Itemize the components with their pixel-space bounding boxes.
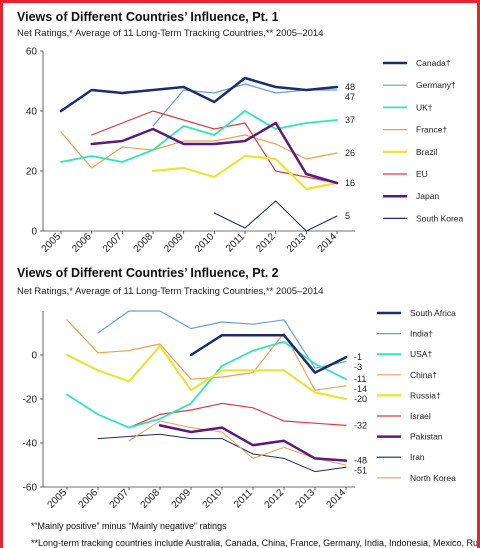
- x-tick-label: 2010: [193, 231, 217, 255]
- series-line-4: [65, 345, 348, 401]
- series-line-5: [128, 402, 347, 429]
- legend-label: Canada†: [416, 58, 451, 68]
- x-tick-label: 2013: [294, 487, 318, 511]
- x-tick-label: 2009: [170, 487, 194, 511]
- end-value-label: -14: [354, 384, 367, 394]
- end-value-label: -1: [354, 352, 362, 362]
- y-tick-label: 60: [26, 47, 38, 58]
- legend-label: Germany†: [416, 80, 456, 90]
- y-tick-label: -60: [23, 483, 38, 494]
- legend-label: South Korea: [416, 213, 464, 223]
- legend-label: India†: [410, 329, 433, 339]
- x-tick-label: 2006: [70, 231, 94, 255]
- x-tick-label: 2006: [77, 487, 101, 511]
- end-value-label: 37: [345, 115, 355, 125]
- x-tick-label: 2012: [263, 487, 287, 511]
- x-tick-label: 2008: [139, 487, 163, 511]
- legend-label: Japan: [416, 191, 439, 201]
- legend-label: South Africa: [410, 308, 456, 318]
- end-value-label: -51: [354, 466, 367, 476]
- end-value-label: 5: [345, 211, 350, 221]
- legend-label: China†: [410, 370, 437, 380]
- legend-label: Pakistan: [410, 432, 443, 442]
- legend-label: Brazil: [416, 147, 437, 157]
- x-tick-label: 2013: [285, 231, 309, 255]
- series-line-0: [189, 333, 348, 374]
- series-line-3: [66, 319, 347, 391]
- chart1-subtitle: Net Ratings,* Average of 11 Long-Term Tr…: [17, 28, 323, 39]
- legend-label: Israel: [410, 411, 431, 421]
- x-tick-label: 2007: [108, 487, 132, 511]
- chart1-plot: 0 20 40 60 2005 2006 2007 2008 2009 2010 2011 2012 2…: [26, 47, 464, 255]
- x-tick-label: 2007: [101, 231, 125, 255]
- series-line-7: [213, 200, 338, 232]
- series-line-3: [60, 131, 338, 169]
- x-tick-label: 2014: [325, 487, 349, 511]
- y-tick-label: -40: [23, 439, 38, 450]
- chart2-plot: -60 -40 -20 0 2005 2006 2007 2008 2009 2010 2011 20…: [23, 308, 457, 511]
- legend-label: UK†: [416, 102, 433, 112]
- end-value-label: 47: [345, 92, 355, 102]
- x-tick-label: 2005: [40, 231, 64, 255]
- series-line-4: [151, 154, 339, 191]
- chart2-title: Views of Different Countries’ Influence,…: [17, 266, 279, 280]
- y-tick-label: 0: [31, 227, 37, 238]
- x-tick-label: 2014: [316, 231, 340, 255]
- legend-label: Russia†: [410, 390, 441, 400]
- end-value-label: -11: [354, 374, 366, 384]
- series-line-1: [97, 310, 347, 369]
- series-line-2: [60, 110, 338, 163]
- end-value-label: -3: [354, 362, 362, 372]
- series-line-6: [90, 121, 339, 185]
- charts-canvas: Views of Different Countries’ Influence,…: [17, 10, 480, 548]
- legend-label: USA†: [410, 349, 432, 359]
- series-line-6: [158, 424, 348, 462]
- legend-label: North Korea: [410, 473, 456, 483]
- x-tick-label: 2011: [232, 487, 255, 510]
- x-tick-label: 2010: [201, 487, 225, 511]
- y-tick-label: 40: [26, 107, 38, 118]
- chart2-subtitle: Net Ratings,* Average of 11 Long-Term Tr…: [17, 286, 323, 297]
- legend-label: France†: [416, 125, 447, 135]
- legend-label: EU: [416, 169, 428, 179]
- series-line-0: [59, 76, 339, 113]
- x-tick-label: 2011: [224, 231, 247, 254]
- y-tick-label: -20: [23, 395, 38, 406]
- y-tick-label: 0: [31, 351, 37, 362]
- x-tick-label: 2012: [254, 231, 278, 255]
- legend-label: Iran: [410, 452, 425, 462]
- end-value-label: -32: [354, 420, 367, 430]
- end-value-label: 26: [345, 148, 355, 158]
- end-value-label: -20: [354, 394, 367, 404]
- footnote-2: **Long-term tracking countries include A…: [31, 538, 480, 548]
- x-tick-label: 2005: [46, 487, 70, 511]
- end-value-label: 48: [345, 82, 355, 92]
- x-tick-label: 2008: [132, 231, 156, 255]
- footnote-1: *“Mainly positive” minus “Mainly negativ…: [31, 521, 227, 531]
- y-tick-label: 20: [26, 167, 38, 178]
- chart1-title: Views of Different Countries’ Influence,…: [17, 10, 279, 24]
- x-tick-label: 2009: [162, 231, 186, 255]
- end-value-label: -48: [354, 456, 367, 466]
- series-line-5: [91, 110, 338, 184]
- end-value-label: 16: [345, 178, 355, 188]
- series-line-7: [97, 433, 347, 473]
